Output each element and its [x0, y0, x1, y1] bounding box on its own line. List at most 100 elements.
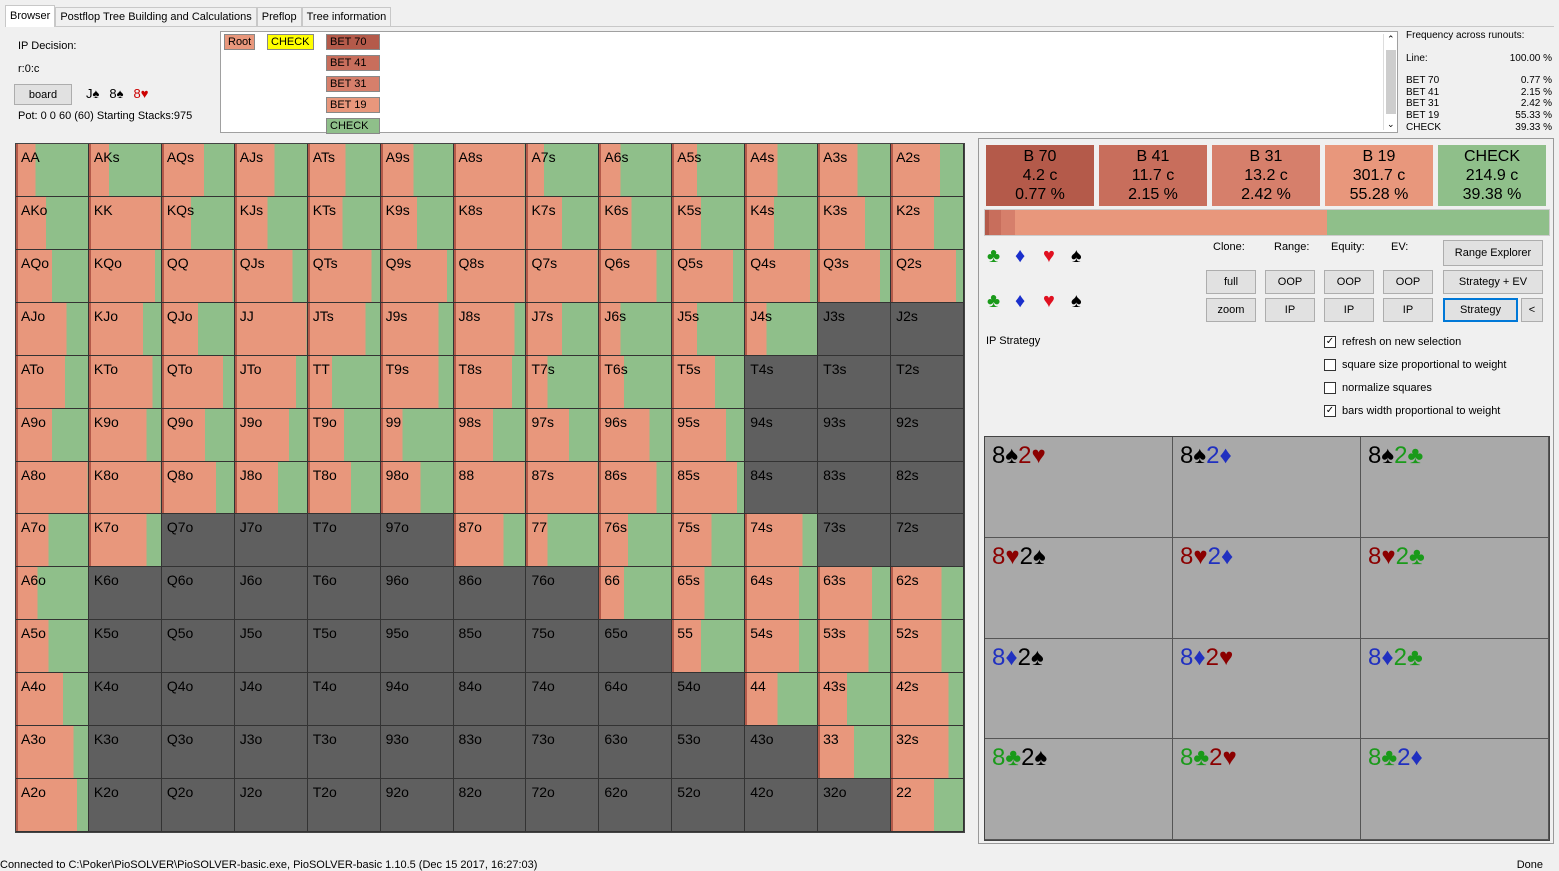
hand-cell-empty[interactable]: K2o — [88, 779, 162, 832]
hand-cell[interactable]: 77 — [526, 514, 600, 568]
hand-cell[interactable]: 54s — [745, 620, 819, 674]
hand-cell[interactable]: Q6s — [599, 249, 673, 303]
hand-cell[interactable]: A2o — [16, 779, 89, 832]
hand-cell-empty[interactable]: Q7o — [161, 514, 235, 568]
action-box-check[interactable]: CHECK 214.9 c 39.38 % — [1438, 145, 1546, 206]
hand-cell[interactable]: ATs — [307, 144, 381, 197]
hand-cell-empty[interactable]: 54o — [672, 673, 746, 727]
hand-cell[interactable]: T9s — [380, 355, 454, 409]
checkbox-refresh-on[interactable]: ✓ refresh on new selection — [1324, 336, 1461, 348]
hand-cell-empty[interactable]: J2s — [891, 302, 964, 356]
hand-cell-empty[interactable]: J4o — [234, 673, 308, 727]
hand-cell-empty[interactable]: 94o — [380, 673, 454, 727]
hand-cell-empty[interactable]: 74o — [526, 673, 600, 727]
hand-cell[interactable]: KK — [88, 196, 162, 250]
hand-cell[interactable]: JTo — [234, 355, 308, 409]
hand-cell-empty[interactable]: 92s — [891, 408, 964, 462]
equity-ip-button[interactable]: IP — [1324, 298, 1374, 322]
tree-option-bet-41[interactable]: BET 41 — [326, 55, 380, 71]
hand-cell[interactable]: 62s — [891, 567, 964, 621]
hand-cell[interactable]: T6s — [599, 355, 673, 409]
tree-option-bet-70[interactable]: BET 70 — [326, 34, 380, 50]
hand-cell-empty[interactable]: 86o — [453, 567, 527, 621]
hand-cell[interactable]: 52s — [891, 620, 964, 674]
hand-cell[interactable]: 85s — [672, 461, 746, 515]
hand-cell-empty[interactable]: 95o — [380, 620, 454, 674]
checkbox-box[interactable] — [1324, 359, 1336, 371]
hand-cell[interactable]: J9o — [234, 408, 308, 462]
hand-cell[interactable]: K7s — [526, 196, 600, 250]
hand-cell[interactable]: Q3s — [818, 249, 892, 303]
hand-cell-empty[interactable]: T6o — [307, 567, 381, 621]
hand-cell-empty[interactable]: J3s — [818, 302, 892, 356]
hand-cell[interactable]: 53s — [818, 620, 892, 674]
tree-scrollbar[interactable]: ⌃ ⌄ — [1383, 34, 1397, 130]
hand-cell[interactable]: T8s — [453, 355, 527, 409]
hand-cell-empty[interactable]: 93s — [818, 408, 892, 462]
hand-cell[interactable]: 22 — [891, 779, 964, 832]
hand-cell-empty[interactable]: J5o — [234, 620, 308, 674]
tab-preflop[interactable]: Preflop — [256, 7, 302, 27]
hand-cell[interactable]: T8o — [307, 461, 381, 515]
hand-cell-empty[interactable]: Q2o — [161, 779, 235, 832]
strategy-ev-button[interactable]: Strategy + EV — [1443, 270, 1543, 294]
hand-cell-empty[interactable]: 52o — [672, 779, 746, 832]
hand-cell[interactable]: A3s — [818, 144, 892, 197]
board-button[interactable]: board — [14, 84, 72, 105]
hand-cell[interactable]: KJs — [234, 196, 308, 250]
hand-cell[interactable]: ATo — [16, 355, 89, 409]
hand-cell[interactable]: 64s — [745, 567, 819, 621]
hand-cell[interactable]: 86s — [599, 461, 673, 515]
hand-cell-empty[interactable]: J6o — [234, 567, 308, 621]
hand-cell[interactable]: Q4s — [745, 249, 819, 303]
hand-cell-empty[interactable]: T4s — [745, 355, 819, 409]
tree-option-bet-31[interactable]: BET 31 — [326, 76, 380, 92]
ev-oop-button[interactable]: OOP — [1383, 270, 1433, 294]
hand-cell[interactable]: A2s — [891, 144, 964, 197]
hand-cell[interactable]: 55 — [672, 620, 746, 674]
hand-cell-empty[interactable]: 65o — [599, 620, 673, 674]
hand-cell[interactable]: A7o — [16, 514, 89, 568]
hand-cell[interactable]: QJo — [161, 302, 235, 356]
hand-cell[interactable]: A4o — [16, 673, 89, 727]
hand-cell[interactable]: 43s — [818, 673, 892, 727]
hand-cell-empty[interactable]: K4o — [88, 673, 162, 727]
hand-cell-empty[interactable]: 75o — [526, 620, 600, 674]
action-box-b-41[interactable]: B 41 11.7 c 2.15 % — [1099, 145, 1207, 206]
hand-cell[interactable]: K3s — [818, 196, 892, 250]
tab-postflop-tree-building-and-calculations[interactable]: Postflop Tree Building and Calculations — [55, 7, 257, 27]
hand-cell[interactable]: Q5s — [672, 249, 746, 303]
hand-cell[interactable]: K6s — [599, 196, 673, 250]
hand-cell-empty[interactable]: 43o — [745, 726, 819, 780]
hand-cell[interactable]: 87o — [453, 514, 527, 568]
hand-cell[interactable]: Q9s — [380, 249, 454, 303]
hand-cell[interactable]: A8s — [453, 144, 527, 197]
hand-cell[interactable]: AKo — [16, 196, 89, 250]
hand-cell-empty[interactable]: 84s — [745, 461, 819, 515]
hand-cell[interactable]: J9s — [380, 302, 454, 356]
checkbox-normalize-squares[interactable]: normalize squares — [1324, 382, 1432, 394]
hand-cell-empty[interactable]: 96o — [380, 567, 454, 621]
hand-cell[interactable]: 99 — [380, 408, 454, 462]
hand-cell[interactable]: 88 — [453, 461, 527, 515]
hand-cell-empty[interactable]: T4o — [307, 673, 381, 727]
hand-cell-empty[interactable]: T2o — [307, 779, 381, 832]
hand-cell-empty[interactable]: 82o — [453, 779, 527, 832]
hand-cell[interactable]: 63s — [818, 567, 892, 621]
hand-cell[interactable]: K2s — [891, 196, 964, 250]
tab-browser[interactable]: Browser — [5, 5, 56, 27]
hand-cell-empty[interactable]: 97o — [380, 514, 454, 568]
hand-cell-empty[interactable]: K6o — [88, 567, 162, 621]
checkbox-box[interactable]: ✓ — [1324, 336, 1336, 348]
hand-cell[interactable]: K5s — [672, 196, 746, 250]
clone-zoom-button[interactable]: zoom — [1206, 298, 1256, 322]
range-explorer-button[interactable]: Range Explorer — [1443, 240, 1543, 266]
hand-cell[interactable]: AKs — [88, 144, 162, 197]
hand-cell[interactable]: A3o — [16, 726, 89, 780]
hand-cell-empty[interactable]: T3s — [818, 355, 892, 409]
hand-cell-empty[interactable]: Q4o — [161, 673, 235, 727]
hand-cell[interactable]: KTo — [88, 355, 162, 409]
action-box-b-19[interactable]: B 19 301.7 c 55.28 % — [1325, 145, 1433, 206]
hand-cell[interactable]: A7s — [526, 144, 600, 197]
checkbox-box[interactable] — [1324, 382, 1336, 394]
